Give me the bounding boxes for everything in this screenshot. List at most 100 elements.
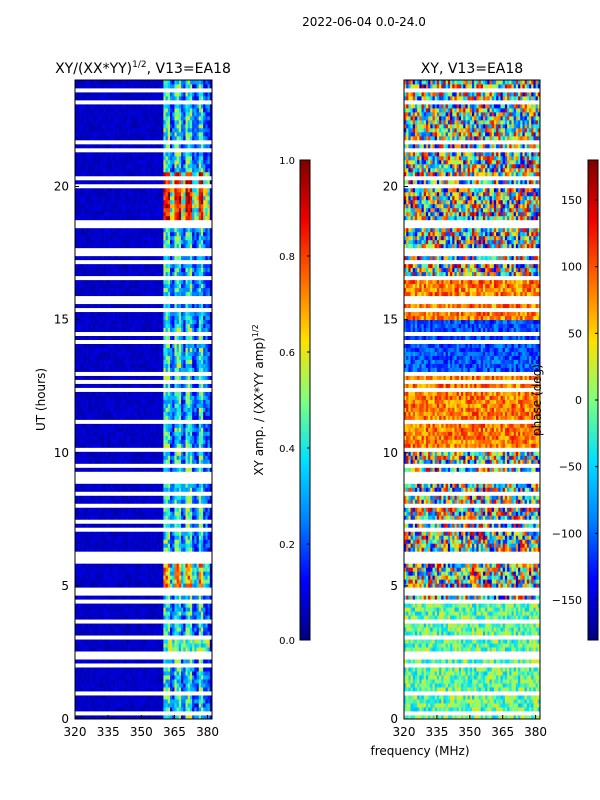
heatmap-cell — [163, 499, 166, 504]
heatmap-cell — [145, 667, 149, 672]
heatmap-cell — [172, 483, 175, 488]
heatmap-cell — [170, 547, 173, 552]
heatmap-cell — [99, 623, 102, 628]
heatmap-cell — [150, 447, 153, 452]
heatmap-cell — [116, 503, 120, 508]
heatmap-cell — [99, 607, 102, 612]
heatmap-cell — [156, 467, 160, 472]
heatmap-cell — [130, 475, 133, 480]
heatmap-cell — [121, 691, 125, 696]
heatmap-cell — [110, 611, 113, 616]
heatmap-cell — [119, 635, 122, 640]
heatmap-cell — [156, 479, 160, 484]
heatmap-cell — [143, 639, 147, 644]
heatmap-cell — [92, 531, 96, 536]
heatmap-cell — [165, 623, 169, 628]
heatmap-cell — [112, 715, 116, 720]
heatmap-cell — [119, 631, 122, 636]
heatmap-cell — [187, 563, 191, 568]
heatmap-cell — [196, 631, 200, 636]
heatmap-cell — [112, 559, 116, 564]
heatmap-cell — [134, 699, 138, 704]
heatmap-cell — [152, 531, 155, 536]
heatmap-cell — [200, 575, 204, 580]
heatmap-cell — [161, 591, 164, 596]
heatmap-cell — [156, 563, 160, 568]
heatmap-cell — [170, 655, 173, 660]
heatmap-cell — [114, 715, 118, 720]
heatmap-cell — [198, 451, 202, 456]
heatmap-cell — [163, 559, 166, 564]
heatmap-cell — [116, 615, 120, 620]
heatmap-cell — [205, 687, 208, 692]
heatmap-cell — [112, 499, 116, 504]
heatmap-cell — [183, 559, 186, 564]
heatmap-cell — [156, 651, 160, 656]
heatmap-cell — [139, 459, 142, 464]
heatmap-cell — [167, 547, 171, 552]
heatmap-cell — [165, 583, 169, 588]
heatmap-cell — [181, 531, 184, 536]
heatmap-cell — [183, 463, 186, 468]
heatmap-cell — [147, 439, 151, 444]
heatmap-cell — [79, 587, 83, 592]
heatmap-cell — [114, 515, 118, 520]
heatmap-cell — [147, 591, 151, 596]
heatmap-cell — [110, 631, 113, 636]
heatmap-cell — [200, 475, 204, 480]
heatmap-cell — [101, 555, 105, 560]
heatmap-cell — [114, 579, 118, 584]
heatmap-cell — [145, 451, 149, 456]
heatmap-cell — [209, 507, 213, 512]
heatmap-cell — [150, 539, 153, 544]
heatmap-cell — [174, 699, 178, 704]
heatmap-cell — [172, 591, 175, 596]
heatmap-cell — [101, 455, 105, 460]
heatmap-cell — [97, 463, 100, 468]
heatmap-cell — [152, 651, 155, 656]
heatmap-cell — [147, 687, 151, 692]
heatmap-cell — [119, 467, 122, 472]
heatmap-cell — [183, 587, 186, 592]
heatmap-cell — [99, 587, 102, 592]
heatmap-cell — [79, 691, 83, 696]
heatmap-cell — [181, 571, 184, 576]
heatmap-cell — [181, 587, 184, 592]
heatmap-cell — [192, 519, 195, 524]
heatmap-cell — [205, 587, 208, 592]
heatmap-cell — [196, 487, 200, 492]
heatmap-cell — [101, 679, 105, 684]
heatmap-cell — [119, 647, 122, 652]
heatmap-cell — [170, 659, 173, 664]
heatmap-cell — [207, 547, 211, 552]
heatmap-cell — [181, 511, 184, 516]
heatmap-cell — [128, 471, 131, 476]
heatmap-cell — [161, 699, 164, 704]
heatmap-cell — [90, 463, 94, 468]
heatmap-cell — [97, 571, 100, 576]
heatmap-cell — [147, 579, 151, 584]
heatmap-cell — [112, 595, 116, 600]
heatmap-cell — [189, 643, 193, 648]
heatmap-cell — [185, 539, 189, 544]
heatmap-cell — [143, 603, 147, 608]
heatmap-cell — [161, 635, 164, 640]
heatmap-cell — [110, 555, 113, 560]
heatmap-cell — [207, 675, 211, 680]
heatmap-cell — [134, 515, 138, 520]
heatmap-cell — [178, 539, 182, 544]
heatmap-cell — [170, 563, 173, 568]
heatmap-cell — [114, 519, 118, 524]
heatmap-cell — [176, 635, 180, 640]
heatmap-cell — [99, 627, 102, 632]
heatmap-cell — [165, 599, 169, 604]
heatmap-cell — [97, 475, 100, 480]
heatmap-cell — [116, 663, 120, 668]
heatmap-cell — [132, 451, 136, 456]
heatmap-cell — [121, 615, 125, 620]
heatmap-cell — [101, 515, 105, 520]
heatmap-cell — [163, 503, 166, 508]
heatmap-cell — [88, 475, 91, 480]
heatmap-cell — [196, 711, 200, 716]
heatmap-cell — [77, 483, 80, 488]
